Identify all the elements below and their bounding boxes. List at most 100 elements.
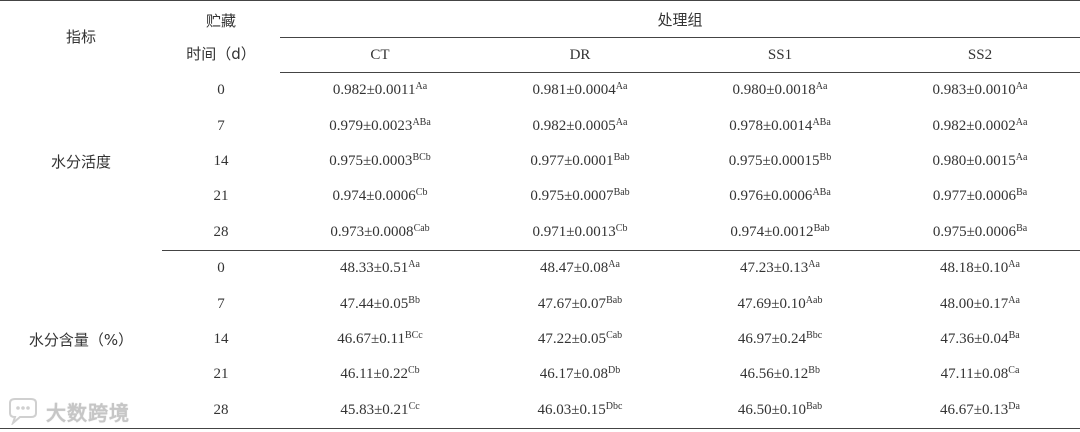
significance-letters: Cb [415,187,428,199]
value-cell: 47.67±0.07Bab [480,286,680,321]
significance-letters: Bb [408,294,420,306]
value-text: 46.97±0.24 [737,330,807,347]
significance-letters: Cab [606,329,623,341]
significance-letters: Cab [413,222,430,234]
value-text: 0.975±0.0006 [932,223,1017,240]
table-row: 水分活度 0 0.982±0.0011Aa 0.981±0.0004Aa 0.980±0… [0,73,1080,171]
value-cell: 0.975±0.0003BCb [280,144,480,179]
significance-letters: Cb [408,365,420,377]
value-cell: 47.36±0.04Ba [880,322,1080,357]
value-text: 0.979±0.0023 [329,117,413,134]
significance-letters: Ba [1008,329,1020,341]
value-text: 0.983±0.0010 [932,82,1016,99]
value-cell: 48.00±0.17Aa [880,286,1080,321]
value-text: 0.975±0.0003 [329,152,413,169]
value-text: 0.977±0.0006 [932,188,1017,205]
significance-letters: Bab [813,222,830,234]
table-row: 7 0.979±0.0023ABa 0.982±0.0005Aa 0.978±0.00… [0,108,1080,143]
storage-day: 21 [213,366,229,383]
significance-letters: Aa [615,81,628,93]
significance-letters: Bab [613,151,630,163]
table-row: 21 0.974±0.0006Cb 0.975±0.0007Bab 0.976±0.0… [0,179,1080,214]
significance-letters: BCc [404,329,423,341]
significance-letters: Aa [608,259,620,271]
significance-letters: Ba [1016,187,1028,199]
value-cell: 48.33±0.51Aa [280,249,480,287]
value-cell: 0.975±0.0007Bab [480,179,680,214]
significance-letters: ABa [412,116,431,128]
header-group: 处理组 [280,0,1080,38]
value-cell: 0.982±0.0005Aa [480,108,680,143]
significance-letters: Aab [805,294,823,306]
value-cell: 0.978±0.0014ABa [680,108,880,143]
value-cell: 46.03±0.15Dbc [480,392,680,429]
value-text: 46.67±0.13 [940,401,1009,418]
watermark: 大数跨境 [6,396,146,426]
table-row: 7 47.44±0.05Bb 47.67±0.07Bab 47.69±0.10Aab 4… [0,286,1080,321]
value-text: 0.978±0.0014 [729,117,813,134]
value-text: 46.17±0.08 [539,366,608,383]
value-text: 0.982±0.0011 [332,82,416,99]
significance-letters: ABa [812,187,831,199]
value-text: 0.971±0.0013 [532,223,616,240]
value-cell: 46.11±0.22Cb [280,357,480,392]
storage-day: 0 [217,81,225,98]
significance-letters: Bb [808,365,820,377]
significance-letters: Cc [408,400,420,412]
chat-bubble-icon [9,398,37,425]
value-cell: 46.67±0.11BCc [280,322,480,357]
value-cell: 46.97±0.24Bbc [680,322,880,357]
significance-letters: Bab [613,187,630,199]
header-storage-line1: 贮藏 [205,11,236,30]
value-text: 48.33±0.51 [340,260,409,277]
value-cell: 0.973±0.0008Cab [280,215,480,251]
significance-letters: Bb [819,151,832,163]
storage-day: 28 [213,223,229,240]
value-cell: 0.976±0.0006ABa [680,179,880,214]
significance-letters: Aa [615,116,628,128]
header-indicator: 指标 [0,0,162,73]
significance-letters: Bab [606,294,623,306]
value-cell: 0.983±0.0010Aa [880,73,1080,109]
value-cell: 0.981±0.0004Aa [480,73,680,109]
value-cell: 0.977±0.0006Ba [880,179,1080,214]
storage-day: 14 [213,330,229,347]
value-text: 0.982±0.0005 [532,117,616,134]
value-cell: 47.44±0.05Bb [280,286,480,321]
value-text: 0.975±0.0007 [530,188,614,205]
value-cell: 0.975±0.00015Bb [680,144,880,179]
value-cell: 48.18±0.10Aa [880,249,1080,287]
value-text: 46.56±0.12 [740,366,809,383]
value-cell: 45.83±0.21Cc [280,392,480,429]
value-cell: 0.979±0.0023ABa [280,108,480,143]
value-text: 47.44±0.05 [340,295,409,312]
value-cell: 0.971±0.0013Cb [480,215,680,251]
value-cell: 0.982±0.0011Aa [280,73,480,109]
header-storage-line2: 时间（d） [186,44,256,63]
table-row: 14 0.975±0.0003BCb 0.977±0.0001Bab 0.975±0.… [0,144,1080,179]
table-body: 水分活度 0 0.982±0.0011Aa 0.981±0.0004Aa 0.980±0… [0,73,1080,429]
value-text: 47.23±0.13 [740,260,809,277]
significance-letters: Aa [808,259,820,271]
value-text: 46.03±0.15 [537,401,606,418]
significance-letters: Db [608,365,621,377]
significance-letters: Aa [1015,151,1028,163]
value-cell: 0.977±0.0001Bab [480,144,680,179]
value-cell: 0.982±0.0002Aa [880,108,1080,143]
value-text: 0.982±0.0002 [932,117,1016,134]
value-text: 48.18±0.10 [940,260,1009,277]
value-text: 0.974±0.0006 [332,188,416,205]
value-text: 0.973±0.0008 [330,223,414,240]
value-text: 47.11±0.08 [940,366,1009,383]
value-cell: 0.980±0.0018Aa [680,73,880,109]
value-text: 0.976±0.0006 [729,188,813,205]
value-cell: 47.11±0.08Ca [880,357,1080,392]
significance-letters: Ba [1016,222,1028,234]
storage-day: 21 [213,188,229,205]
value-cell: 46.50±0.10Bab [680,392,880,429]
value-text: 47.36±0.04 [940,330,1009,347]
significance-letters: Aa [1015,116,1028,128]
header-storage-time: 贮藏 时间（d） [162,0,280,73]
col-header-dr: DR [480,37,680,73]
